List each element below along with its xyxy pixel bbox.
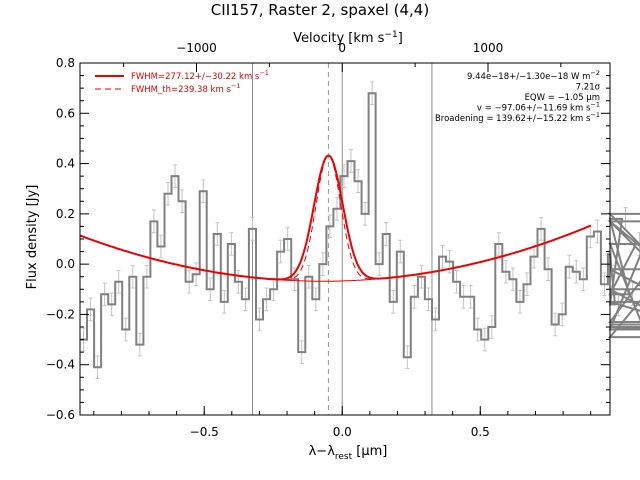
x-axis-label: λ−λrest [μm] <box>309 444 388 462</box>
thermal-fit-line <box>79 155 591 281</box>
spectrum-histogram <box>80 92 640 369</box>
top-x-axis-label: Velocity [km s−1] <box>293 30 403 46</box>
annotation-line: v = −97.06+/−11.69 km s−1 <box>477 101 600 114</box>
legend-total-fit-label: FWHM=277.12+/−30.22 km s−1 <box>131 69 269 82</box>
y-tick-label: 0.6 <box>56 106 75 120</box>
y-tick-label: 0.8 <box>56 56 75 70</box>
y-tick-label: 0.4 <box>56 157 75 171</box>
spectrum-layer <box>80 92 640 369</box>
marker-lines <box>252 63 433 415</box>
legend: FWHM=277.12+/−30.22 km s−1 FWHM_th=239.3… <box>95 69 269 95</box>
x-tick-label: −0.5 <box>190 425 219 439</box>
y-tick-label: −0.6 <box>46 408 75 422</box>
y-tick-label: 0.0 <box>56 257 75 271</box>
top-x-tick-label: 0 <box>338 41 346 55</box>
top-x-tick-label: 1000 <box>473 41 504 55</box>
legend-thermal-fit-label: FWHM_th=239.38 km s−1 <box>131 82 240 95</box>
y-tick-label: −0.2 <box>46 307 75 321</box>
annotation-line: Broadening = 139.62+/−15.22 km s−1 <box>435 111 600 124</box>
y-tick-label: −0.4 <box>46 358 75 372</box>
total-fit-line <box>79 154 592 281</box>
chart-title: CII157, Raster 2, spaxel (4,4) <box>211 1 429 19</box>
annotation-line: EQW = −1.05 μm <box>525 93 600 103</box>
annotation-line: 7.21σ <box>576 83 601 93</box>
top-x-tick-label: −1000 <box>176 41 217 55</box>
fit-layer <box>79 154 592 282</box>
y-tick-label: 0.2 <box>56 207 75 221</box>
axes: −0.5 0.0 0.5 −1000 0 1000 −0.6 −0.4 −0.2 0.0 0.2 0.… <box>46 41 611 439</box>
y-axis-label: Flux density [Jy] <box>25 185 40 290</box>
x-tick-label: 0.0 <box>333 425 352 439</box>
annotation-line: 9.44e−18+/−1.30e−18 W m−2 <box>467 69 600 82</box>
x-tick-label: 0.5 <box>471 425 490 439</box>
